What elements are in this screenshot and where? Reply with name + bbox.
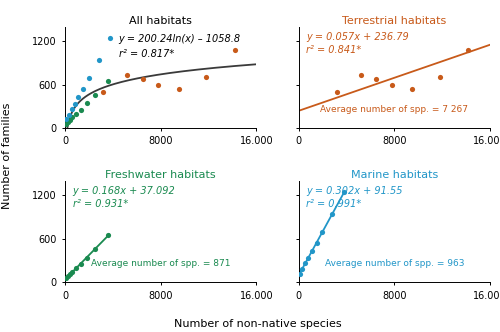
Point bbox=[388, 82, 396, 87]
Point bbox=[94, 57, 102, 62]
Point bbox=[64, 112, 72, 117]
Text: Average number of spp. = 7 267: Average number of spp. = 7 267 bbox=[320, 105, 468, 114]
Text: y = 0.057x + 236.79: y = 0.057x + 236.79 bbox=[306, 32, 409, 42]
Point bbox=[340, 190, 348, 195]
Point bbox=[104, 78, 112, 84]
Text: Number of families: Number of families bbox=[2, 103, 12, 209]
Point bbox=[202, 75, 210, 80]
Point bbox=[301, 261, 309, 266]
Point bbox=[72, 266, 80, 271]
Point bbox=[308, 249, 316, 254]
Title: Terrestrial habitats: Terrestrial habitats bbox=[342, 16, 446, 26]
Title: Freshwater habitats: Freshwater habitats bbox=[106, 170, 216, 180]
Point bbox=[76, 107, 84, 112]
Point bbox=[68, 107, 76, 112]
Point bbox=[318, 229, 326, 234]
Text: Average number of spp. = 871: Average number of spp. = 871 bbox=[91, 259, 230, 268]
Point bbox=[79, 86, 87, 91]
Point bbox=[106, 36, 114, 41]
Point bbox=[72, 112, 80, 117]
Point bbox=[123, 72, 131, 78]
Point bbox=[333, 90, 341, 95]
Text: Average number of spp. = 963: Average number of spp. = 963 bbox=[324, 259, 464, 268]
Point bbox=[70, 101, 78, 106]
Point bbox=[82, 255, 90, 260]
Text: r² = 0.931*: r² = 0.931* bbox=[72, 199, 128, 209]
Point bbox=[62, 122, 70, 127]
Text: r² = 0.841*: r² = 0.841* bbox=[306, 45, 362, 55]
Point bbox=[464, 47, 472, 52]
Point bbox=[357, 72, 365, 78]
Point bbox=[82, 101, 90, 106]
Point bbox=[91, 92, 99, 97]
Point bbox=[154, 82, 162, 87]
Title: Marine habitats: Marine habitats bbox=[350, 170, 438, 180]
Point bbox=[298, 266, 306, 272]
Point bbox=[68, 115, 76, 120]
Point bbox=[100, 90, 108, 95]
Point bbox=[328, 211, 336, 217]
Point bbox=[104, 232, 112, 238]
Title: All habitats: All habitats bbox=[130, 16, 192, 26]
Point bbox=[64, 120, 72, 125]
Text: r² = 0.817*: r² = 0.817* bbox=[118, 49, 174, 59]
Point bbox=[408, 86, 416, 92]
Text: y = 200.24ln(x) – 1058.8: y = 200.24ln(x) – 1058.8 bbox=[118, 34, 240, 44]
Point bbox=[91, 246, 99, 252]
Point bbox=[139, 76, 147, 81]
Point bbox=[66, 118, 74, 123]
Text: y = 0.168x + 37.092: y = 0.168x + 37.092 bbox=[72, 186, 176, 196]
Point bbox=[372, 76, 380, 81]
Text: r² = 0.991*: r² = 0.991* bbox=[306, 199, 362, 209]
Point bbox=[231, 47, 239, 52]
Point bbox=[68, 269, 76, 274]
Point bbox=[62, 117, 70, 122]
Point bbox=[296, 271, 304, 276]
Point bbox=[304, 255, 312, 261]
Point bbox=[62, 276, 70, 281]
Point bbox=[85, 75, 93, 80]
Point bbox=[74, 95, 82, 100]
Point bbox=[436, 75, 444, 80]
Point bbox=[64, 274, 72, 279]
Text: y = 0.302x + 91.55: y = 0.302x + 91.55 bbox=[306, 186, 402, 196]
Point bbox=[76, 261, 84, 266]
Point bbox=[66, 272, 74, 277]
Point bbox=[174, 86, 182, 92]
Point bbox=[312, 240, 320, 245]
Text: Number of non-native species: Number of non-native species bbox=[174, 319, 342, 329]
